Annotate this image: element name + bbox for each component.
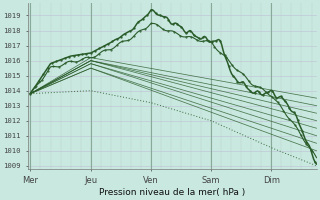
X-axis label: Pression niveau de la mer( hPa ): Pression niveau de la mer( hPa ) (99, 188, 245, 197)
